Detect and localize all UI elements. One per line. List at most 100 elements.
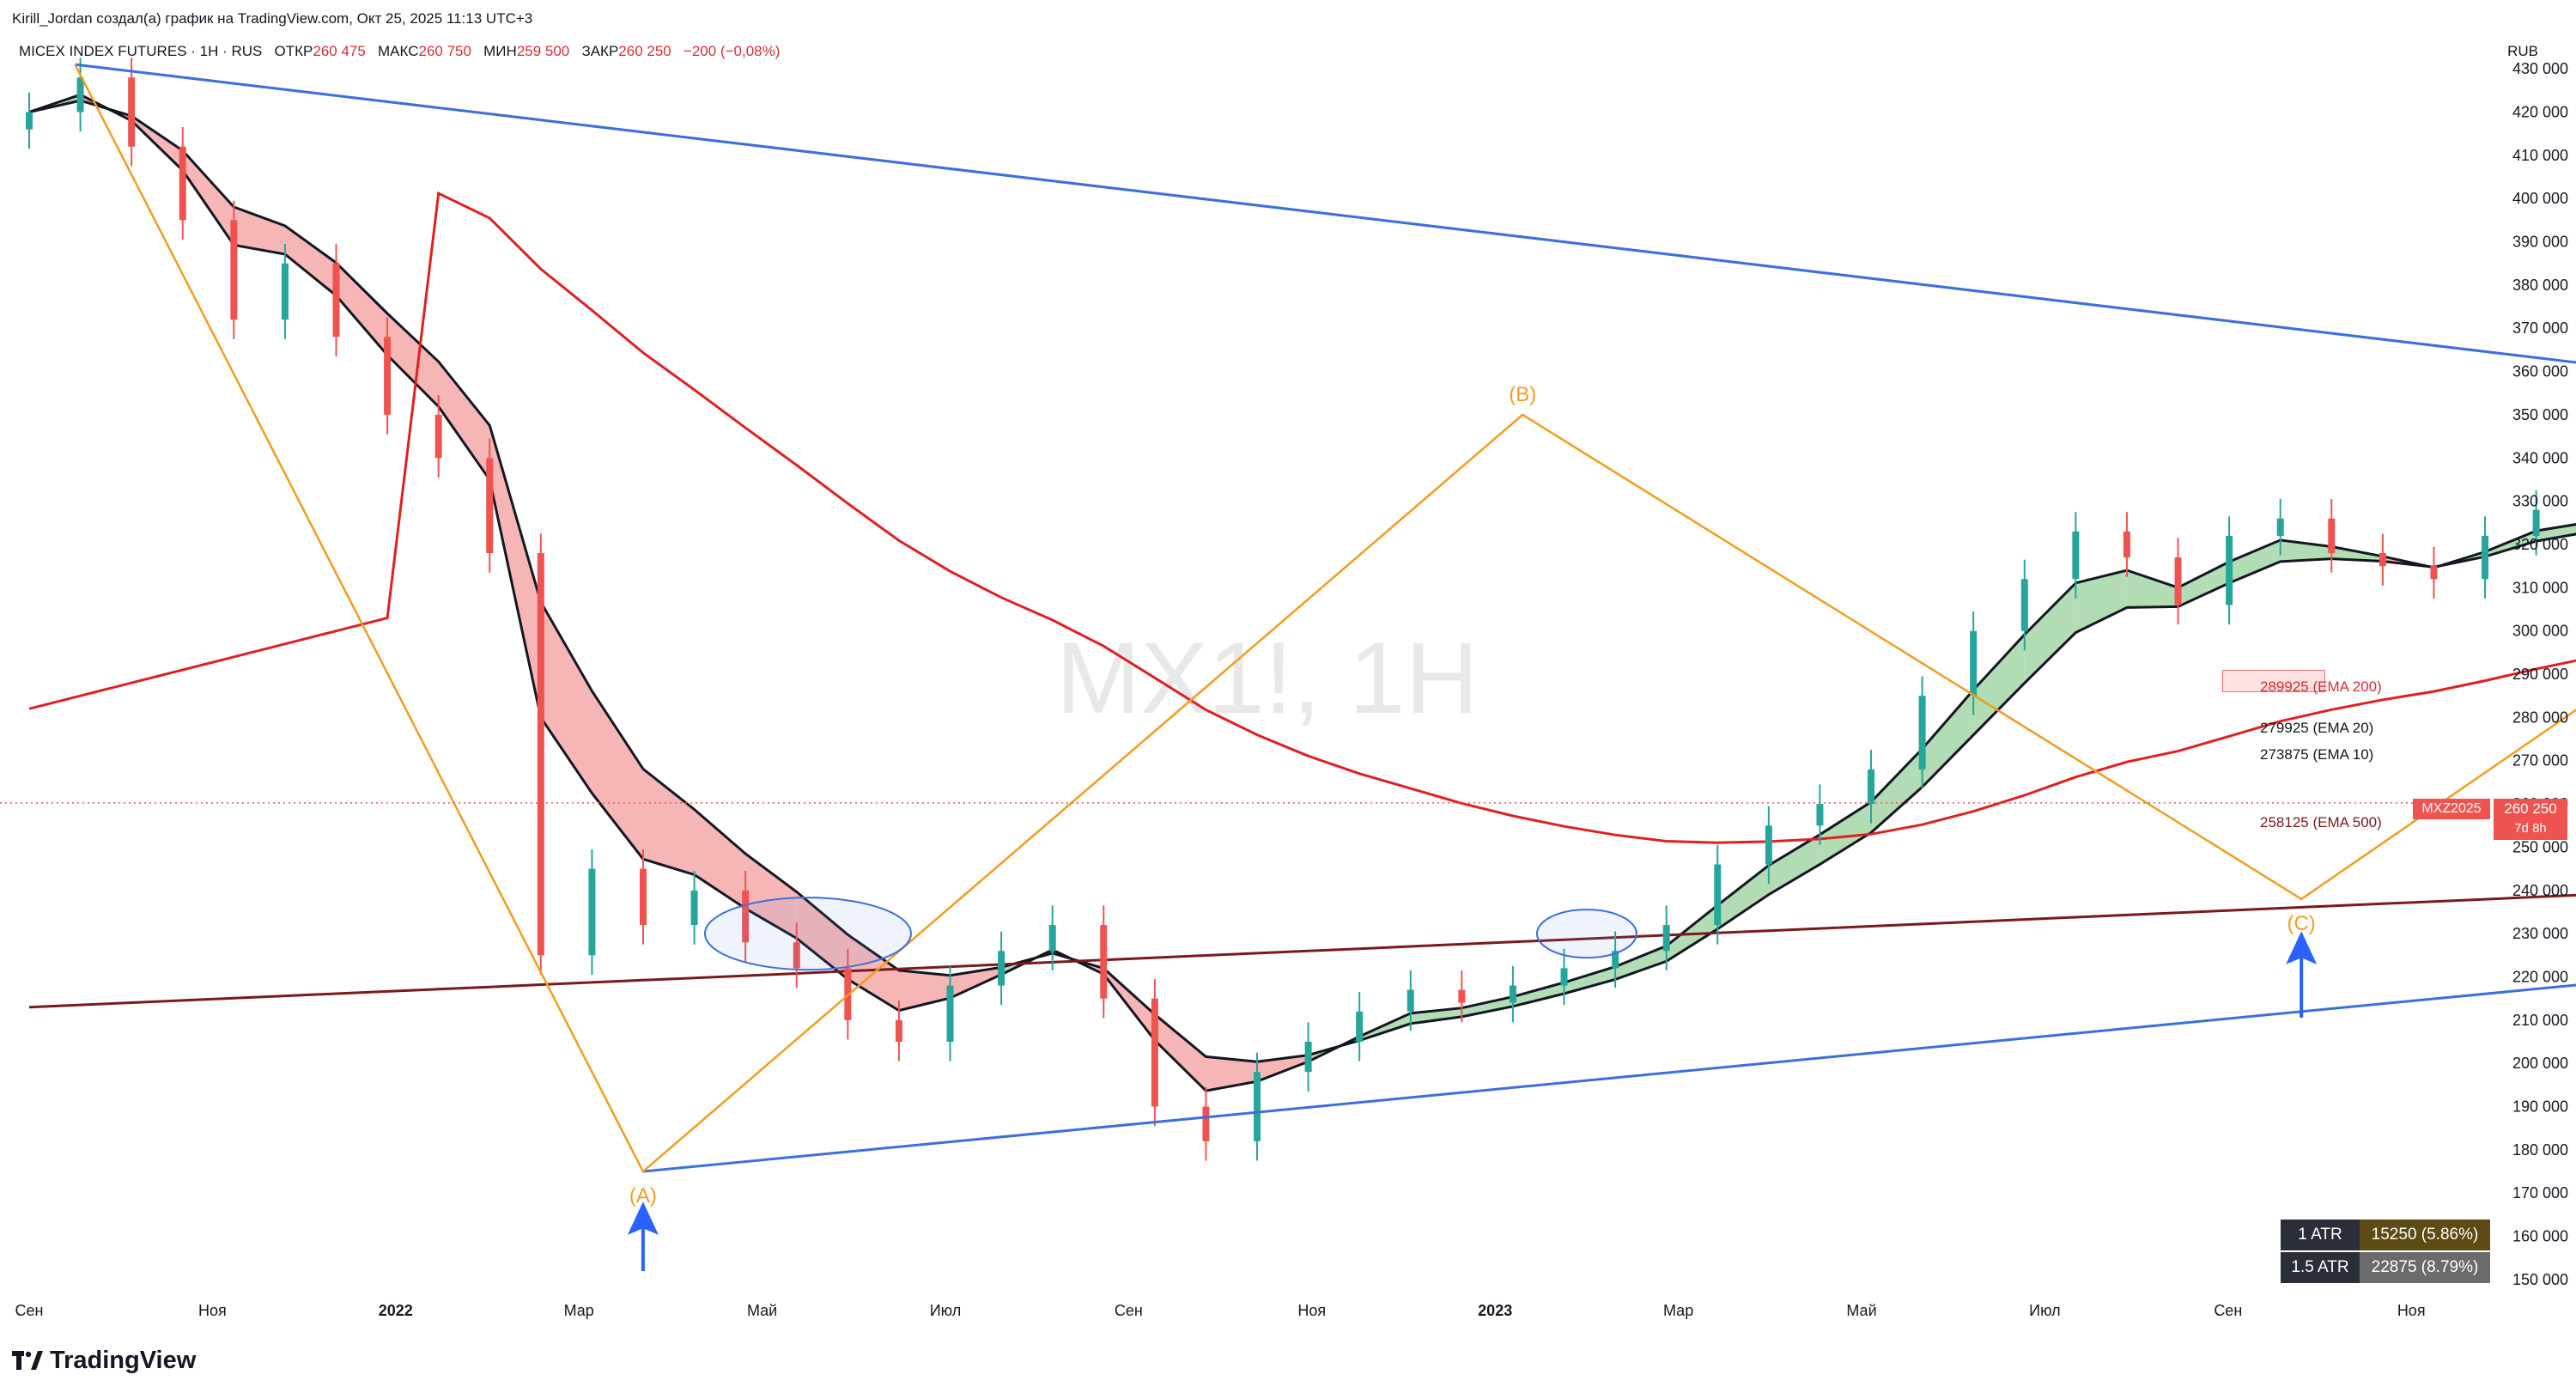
candle-body bbox=[1816, 804, 1824, 826]
price-tick: 320 000 bbox=[2512, 536, 2568, 553]
tradingview-logo-text: TradingView bbox=[50, 1347, 197, 1374]
price-tick: 400 000 bbox=[2512, 190, 2568, 207]
candle-body bbox=[128, 77, 136, 147]
atr-value: 22875 (8.79%) bbox=[2360, 1252, 2490, 1283]
tradingview-logo[interactable]: TradingView bbox=[12, 1347, 196, 1375]
ema-cloud-segment bbox=[234, 207, 285, 255]
ema-cloud-segment bbox=[2126, 569, 2178, 608]
atr-row-1: 1 ATR 15250 (5.86%) bbox=[2281, 1220, 2490, 1250]
candle-body bbox=[1765, 825, 1772, 865]
atr-name: 1 ATR bbox=[2281, 1220, 2360, 1250]
candles bbox=[26, 58, 2540, 1161]
candle-body bbox=[2123, 531, 2130, 558]
price-axis[interactable]: 150 000 160 000 170 000 180 000 190 000 200 0… bbox=[2512, 60, 2568, 1288]
atr-value: 15250 (5.86%) bbox=[2360, 1220, 2490, 1250]
ema-cloud-segment bbox=[489, 425, 541, 718]
candle-body bbox=[998, 951, 1005, 986]
price-tick: 270 000 bbox=[2512, 752, 2568, 769]
price-tick: 300 000 bbox=[2512, 623, 2568, 640]
ema-cloud-segment bbox=[1820, 801, 1872, 865]
upper-trendline bbox=[75, 63, 2576, 364]
wave-label: (B) bbox=[1509, 383, 1536, 406]
date-tick: Мар bbox=[1663, 1302, 1693, 1319]
price-tick: 250 000 bbox=[2512, 838, 2568, 855]
ema-cloud-segment bbox=[387, 313, 439, 407]
candle-body bbox=[2072, 531, 2080, 580]
candle-body bbox=[2482, 535, 2489, 580]
ema20-label: 279925 (EMA 20) bbox=[2260, 720, 2374, 736]
ema-cloud-segment bbox=[2229, 539, 2281, 583]
price-tick: 380 000 bbox=[2512, 277, 2568, 294]
price-tick: 390 000 bbox=[2512, 234, 2568, 251]
candle-body bbox=[76, 77, 84, 113]
symbol-watermark: MX1!, 1Н bbox=[1056, 622, 1479, 735]
ema500-label: 258125 (EMA 500) bbox=[2260, 814, 2382, 830]
candle-body bbox=[1918, 696, 1926, 769]
date-tick: 2023 bbox=[1478, 1302, 1512, 1319]
high-value: 260 750 bbox=[418, 43, 471, 59]
ema200-line bbox=[28, 191, 2576, 844]
candle-body bbox=[179, 146, 186, 221]
candle-body bbox=[1714, 864, 1722, 926]
bar-countdown: 7d 8h bbox=[2514, 821, 2547, 836]
candle-body bbox=[1612, 951, 1619, 969]
ema-cloud-segment bbox=[950, 967, 1002, 999]
ema-cloud-segment bbox=[1257, 1055, 1309, 1082]
candle-body bbox=[26, 112, 33, 130]
price-tick: 150 000 bbox=[2512, 1271, 2568, 1288]
author-line: Kirill_Jordan создал(а) график на Tradin… bbox=[12, 10, 533, 27]
candle-body bbox=[1254, 1072, 1261, 1141]
ema-cloud-segment bbox=[182, 150, 234, 246]
ema10-label: 273875 (EMA 10) bbox=[2260, 746, 2374, 763]
ema-cloud-segment bbox=[1206, 1056, 1258, 1092]
last-price-value: 260 250 bbox=[2504, 800, 2557, 817]
ema-cloud-segment bbox=[745, 854, 797, 939]
price-tick: 200 000 bbox=[2512, 1055, 2568, 1072]
symbol-legend[interactable]: MICEX INDEX FUTURES · 1Н · RUS ОТКР260 4… bbox=[19, 43, 780, 60]
price-tick: 160 000 bbox=[2512, 1228, 2568, 1245]
ema-cloud-segment bbox=[796, 891, 848, 980]
candle-body bbox=[2226, 535, 2233, 605]
candle-body bbox=[2174, 557, 2182, 605]
abcde-wave-line bbox=[74, 64, 2576, 1174]
price-tick: 330 000 bbox=[2512, 493, 2568, 510]
price-tick: 410 000 bbox=[2512, 147, 2568, 164]
price-tick: 220 000 bbox=[2512, 968, 2568, 985]
candle-body bbox=[1100, 925, 1108, 999]
candle-body bbox=[1560, 968, 1568, 986]
ema-cloud-segment bbox=[284, 225, 337, 296]
date-tick: Ноя bbox=[198, 1302, 227, 1319]
ema20-line bbox=[28, 99, 2576, 1063]
tradingview-logo-icon bbox=[12, 1348, 43, 1370]
candle-body bbox=[1406, 989, 1414, 1012]
ema-cloud-segment bbox=[1564, 966, 1616, 994]
last-price-tag: 260 250 7d 8h bbox=[2494, 799, 2567, 840]
price-tick: 420 000 bbox=[2512, 103, 2568, 120]
price-tick: 240 000 bbox=[2512, 882, 2568, 899]
candle-body bbox=[2328, 518, 2336, 554]
ema-cloud-segment bbox=[1871, 749, 1923, 833]
candle-body bbox=[640, 868, 647, 926]
candle-body bbox=[486, 458, 494, 554]
date-tick: Июл bbox=[930, 1302, 962, 1319]
ema-cloud-segment bbox=[540, 602, 592, 794]
high-label: МАКС bbox=[378, 43, 419, 59]
ema-cloud-segment bbox=[438, 362, 490, 480]
date-tick: Май bbox=[747, 1302, 777, 1319]
ema-cloud-segment bbox=[1615, 946, 1667, 980]
candle-body bbox=[690, 890, 698, 926]
close-label: ЗАКР bbox=[581, 43, 619, 59]
ema500-line bbox=[28, 893, 2576, 1009]
candle-body bbox=[946, 985, 954, 1043]
price-tick: 280 000 bbox=[2512, 709, 2568, 726]
candle-body bbox=[1151, 998, 1158, 1107]
price-tick: 230 000 bbox=[2512, 925, 2568, 942]
triangle-pattern: (A)(B)(C)(D)(E) bbox=[74, 63, 2576, 1207]
ema-lines bbox=[28, 93, 2576, 1092]
low-label: МИН bbox=[483, 43, 517, 59]
ema-cloud-segment bbox=[1717, 865, 1769, 929]
candle-body bbox=[537, 553, 544, 956]
time-axis[interactable]: Сен Ноя 2022 Мар Май Июл Сен Ноя 2023 Мар Май Июл Се… bbox=[15, 1302, 2576, 1319]
ema-cloud-segment bbox=[1768, 834, 1820, 895]
